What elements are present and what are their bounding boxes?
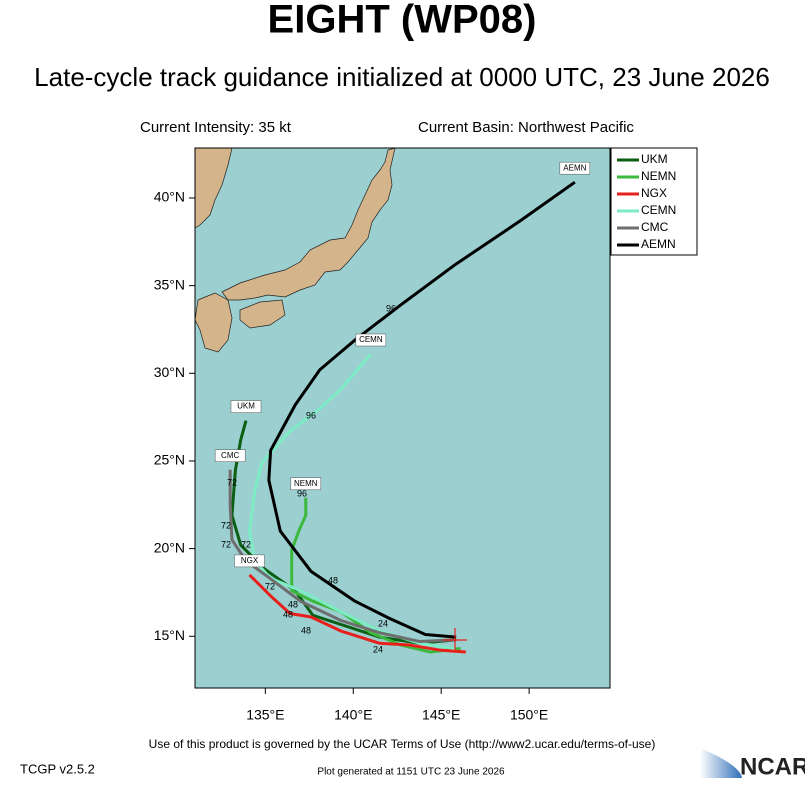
y-tick-label: 20°N — [154, 539, 185, 555]
track-label-box — [355, 333, 387, 347]
x-tick-label: 135°E — [246, 707, 284, 723]
x-tick-label: 140°E — [334, 707, 372, 723]
track-label: NEMN — [294, 479, 318, 488]
legend-label: AEMN — [641, 237, 676, 251]
hour-labels: 96 96 72 96 72 72 72 72 48 48 48 48 24 2… — [221, 303, 396, 654]
y-tick-label: 30°N — [154, 364, 185, 380]
legend-entries: UKM NEMN NGX CEMN CMC AEMN — [617, 152, 676, 251]
hour-label: 96 — [297, 488, 307, 498]
track-label-box — [559, 161, 591, 175]
ocean — [195, 148, 610, 688]
version: TCGP v2.5.2 — [20, 761, 95, 776]
track-label-box — [290, 477, 322, 491]
current-position — [443, 628, 467, 652]
y-tick-label: 25°N — [154, 452, 185, 468]
hour-label: 48 — [328, 575, 338, 585]
hour-label: 24 — [378, 618, 388, 628]
hour-label: 72 — [221, 539, 231, 549]
hour-label: 72 — [227, 477, 237, 487]
legend-label: CMC — [641, 220, 669, 234]
track — [248, 353, 456, 651]
map-frame — [194, 147, 611, 689]
track-label-box — [214, 449, 246, 462]
basin: Current Basin: Northwest Pacific — [418, 119, 634, 136]
hour-label: 72 — [265, 581, 275, 591]
track — [248, 573, 466, 654]
track-label: NGX — [241, 556, 259, 565]
hour-label: 96 — [386, 303, 396, 313]
land — [195, 148, 396, 353]
title: EIGHT (WP08) — [268, 0, 537, 42]
track-label-box — [234, 554, 265, 568]
y-tick-label: 15°N — [154, 627, 185, 643]
legend-label: CEMN — [641, 203, 676, 217]
hour-label: 72 — [221, 520, 231, 530]
hour-label: 72 — [241, 539, 251, 549]
hour-label: 48 — [283, 609, 293, 619]
hour-label: 48 — [288, 599, 298, 609]
x-tick-label: 150°E — [510, 707, 548, 723]
intensity: Current Intensity: 35 kt — [140, 119, 292, 136]
legend-label: NGX — [641, 186, 667, 200]
legend-label: UKM — [641, 152, 668, 166]
subtitle: Late-cycle track guidance initialized at… — [34, 62, 770, 92]
hour-label: 24 — [373, 644, 383, 654]
hour-label: 96 — [306, 410, 316, 420]
logo: NCAR — [740, 753, 805, 780]
track-label: UKM — [237, 402, 255, 411]
y-tick-label: 40°N — [154, 189, 185, 205]
generated: Plot generated at 1151 UTC 23 June 2026 — [317, 767, 505, 778]
track-label: CMC — [221, 451, 239, 460]
track-label: AEMN — [563, 163, 586, 172]
terms: Use of this product is governed by the U… — [149, 737, 656, 751]
hour-label: 48 — [301, 625, 311, 635]
logo-swoosh — [700, 748, 742, 778]
track-label-box — [230, 400, 262, 413]
track — [228, 469, 456, 644]
x-tick-label: 145°E — [422, 707, 460, 723]
track-label: CEMN — [359, 335, 383, 344]
tracks — [228, 180, 576, 654]
y-tick-label: 35°N — [154, 276, 185, 292]
track — [267, 180, 576, 639]
legend-label: NEMN — [641, 169, 676, 183]
legend — [610, 147, 698, 256]
